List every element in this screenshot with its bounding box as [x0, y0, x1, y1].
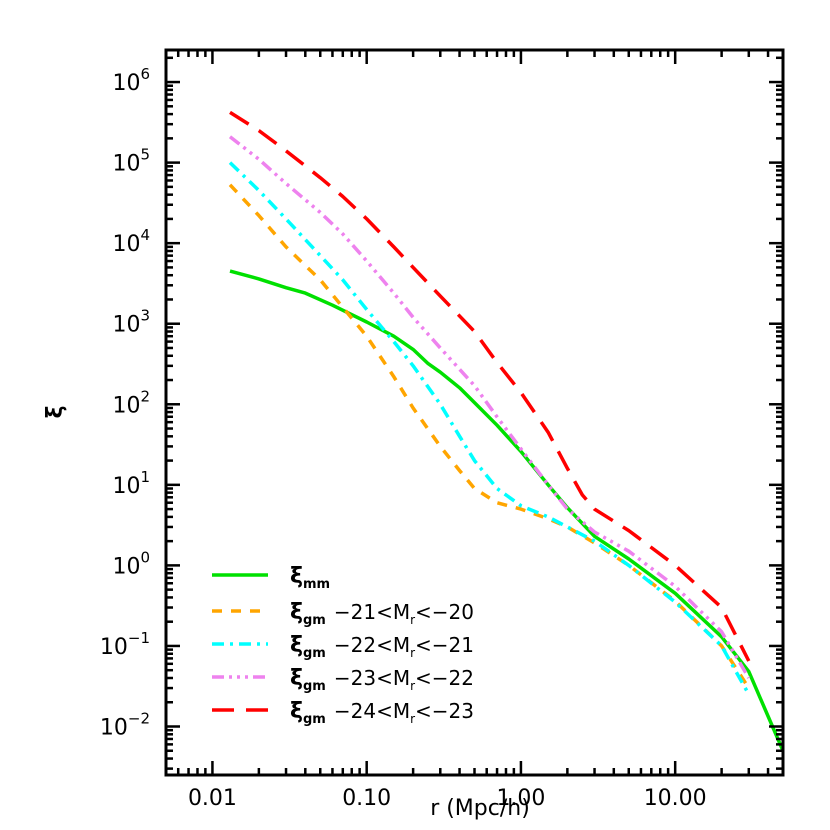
- legend-item-0: ξmm: [212, 564, 330, 592]
- legend-label: ξgm −23<Mr<−22: [290, 666, 474, 694]
- series-line-2: [228, 161, 751, 696]
- legend-label: ξgm −22<Mr<−21: [290, 633, 474, 661]
- legend-item-4: ξgm −24<Mr<−23: [212, 699, 474, 727]
- y-tick-label: 102: [112, 387, 150, 418]
- series-layer: [228, 110, 783, 752]
- series-line-0: [229, 269, 783, 752]
- legend-label: ξmm: [290, 564, 330, 592]
- axes: [164, 48, 785, 777]
- y-tick-label: 104: [112, 226, 150, 257]
- series-line-4: [229, 110, 751, 662]
- legend-item-2: ξgm −22<Mr<−21: [212, 633, 474, 661]
- legend-label: ξgm −21<Mr<−20: [290, 600, 474, 628]
- y-tick-labels: 10−2 10−1 100 101 102 103 104 105 106: [100, 65, 150, 740]
- ticks: [164, 50, 785, 775]
- plot-frame: [164, 48, 785, 777]
- y-tick-label: 105: [112, 146, 150, 177]
- legend-label: ξgm −24<Mr<−23: [290, 699, 474, 727]
- y-tick-label: 100: [112, 548, 150, 579]
- x-tick-label: 10.00: [644, 786, 707, 811]
- y-tick-label: 101: [112, 468, 150, 499]
- y-tick-label: 103: [112, 307, 150, 338]
- x-tick-labels: 0.01 0.10 1.00 10.00: [188, 786, 707, 811]
- legend-item-1: ξgm −21<Mr<−20: [212, 600, 474, 628]
- y-axis-title: ξ: [43, 406, 68, 419]
- x-tick-label: 0.01: [188, 786, 237, 811]
- legend-item-3: ξgm −23<Mr<−22: [212, 666, 474, 694]
- x-tick-label: 1.00: [496, 786, 545, 811]
- y-tick-label: 106: [112, 65, 150, 96]
- x-tick-label: 0.10: [342, 786, 391, 811]
- x-axis-title: r (Mpc/h): [430, 796, 530, 821]
- series-line-3: [228, 135, 751, 679]
- y-tick-label: 10−2: [100, 710, 150, 741]
- legend: ξmm ξgm −21<Mr<−20 ξgm −22<Mr<−21 ξgm −23<Mr<−…: [212, 564, 474, 727]
- y-tick-label: 10−1: [100, 629, 150, 660]
